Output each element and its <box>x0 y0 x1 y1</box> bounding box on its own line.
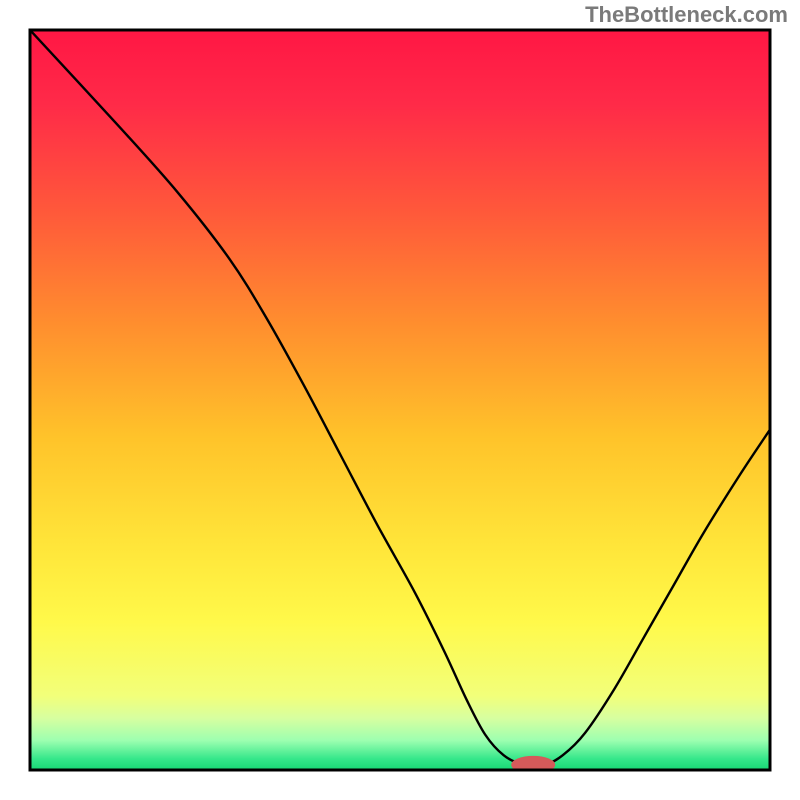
plot-background <box>30 30 770 770</box>
chart-container: TheBottleneck.com <box>0 0 800 800</box>
bottleneck-chart-svg <box>0 0 800 800</box>
